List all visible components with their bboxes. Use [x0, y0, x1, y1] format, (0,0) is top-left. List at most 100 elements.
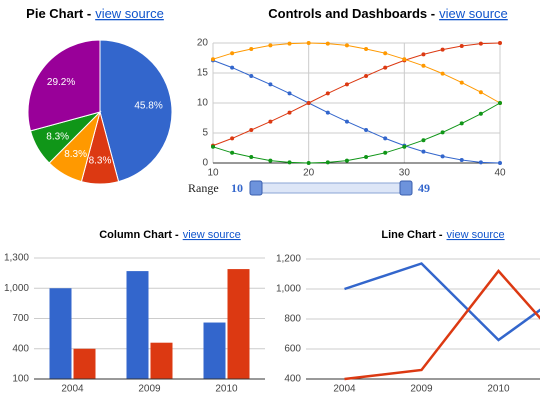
x-tick-label: 2010 [215, 384, 238, 395]
data-point [249, 155, 254, 159]
data-point [383, 136, 388, 141]
chart-title: Line Chart - view source [381, 229, 504, 241]
bar [227, 269, 250, 379]
range-track [249, 182, 413, 194]
series-line [344, 262, 540, 342]
data-point [459, 121, 464, 126]
data-point [383, 65, 388, 70]
bar [150, 342, 173, 379]
y-tick-label: 1,000 [276, 284, 301, 295]
y-tick-label: 600 [284, 344, 301, 355]
y-tick-label: 1,200 [276, 254, 301, 265]
data-point [287, 160, 292, 165]
y-tick-label: 5 [202, 128, 208, 139]
x-tick-label: 40 [494, 168, 506, 179]
data-point [325, 91, 330, 96]
title-text: Pie Chart - [26, 6, 91, 21]
data-point [287, 110, 292, 115]
y-tick-label: 1,000 [4, 283, 29, 294]
data-point [230, 150, 235, 155]
series-line [212, 102, 501, 164]
data-point [230, 65, 235, 70]
bar [49, 288, 72, 379]
data-point [211, 57, 215, 62]
view-source-link[interactable]: view source [447, 229, 505, 241]
view-source-link[interactable]: view source [439, 6, 508, 21]
title-text: Line Chart - [381, 229, 442, 241]
data-point [306, 161, 311, 165]
y-tick-label: 400 [12, 343, 29, 354]
series-line [212, 42, 501, 104]
x-tick-label: 2010 [487, 384, 510, 395]
data-point [478, 160, 483, 165]
data-point [498, 101, 502, 105]
bar [203, 322, 226, 379]
data-point [249, 47, 254, 51]
data-point [421, 149, 426, 154]
data-point [440, 71, 445, 76]
range-min-label: 10 [231, 181, 243, 195]
x-tick-label: 2009 [138, 384, 161, 395]
y-tick-label: 20 [197, 38, 209, 49]
data-point [230, 51, 235, 56]
slice-label: 8.3% [64, 149, 87, 160]
data-point [459, 158, 464, 162]
data-point [230, 136, 235, 141]
data-point [325, 160, 330, 165]
series-line [212, 42, 501, 147]
data-point [364, 47, 369, 51]
data-point [306, 101, 311, 105]
data-point [421, 52, 426, 57]
y-tick-label: 800 [284, 314, 301, 325]
data-point [440, 154, 445, 159]
data-point [325, 110, 330, 115]
bar [126, 271, 149, 379]
title-text: Controls and Dashboards - [268, 6, 435, 21]
data-point [364, 128, 369, 132]
data-point [478, 111, 483, 116]
x-tick-label: 30 [399, 168, 411, 179]
title-text: Column Chart - [99, 229, 179, 241]
x-tick-label: 20 [303, 168, 315, 179]
data-point [344, 43, 349, 48]
y-tick-label: 700 [12, 313, 29, 324]
data-point [383, 150, 388, 155]
range-thumb[interactable] [399, 180, 413, 196]
chart-title: Column Chart - view source [99, 229, 241, 241]
data-point [268, 43, 273, 48]
data-point [344, 158, 349, 163]
data-point [268, 82, 273, 87]
data-point [249, 74, 254, 78]
series-line [344, 269, 540, 381]
y-tick-label: 10 [197, 98, 209, 109]
data-point [287, 91, 292, 96]
y-tick-label: 15 [197, 68, 209, 79]
chart-title: Pie Chart - view source [26, 6, 164, 21]
data-point [268, 119, 273, 124]
data-point [440, 47, 445, 52]
y-tick-label: 1,300 [4, 253, 29, 264]
view-source-link[interactable]: view source [95, 6, 164, 21]
data-point [440, 130, 445, 135]
data-point [211, 144, 215, 149]
range-thumb[interactable] [249, 180, 263, 196]
data-point [459, 44, 464, 48]
data-point [306, 41, 311, 45]
slice-label: 29.2% [47, 77, 75, 88]
data-point [402, 144, 407, 149]
chart-title: Controls and Dashboards - view source [268, 6, 508, 21]
series-line [212, 59, 501, 164]
bar [73, 348, 96, 379]
data-point [421, 63, 426, 68]
data-point [364, 74, 369, 78]
slice-label: 8.3% [89, 156, 112, 167]
x-tick-label: 2004 [333, 384, 356, 395]
data-point [325, 41, 330, 46]
view-source-link[interactable]: view source [183, 229, 241, 241]
data-point [364, 155, 369, 159]
x-tick-label: 2009 [410, 384, 433, 395]
data-point [268, 158, 273, 163]
data-point [287, 41, 292, 46]
data-point [478, 41, 483, 46]
data-point [478, 90, 483, 95]
